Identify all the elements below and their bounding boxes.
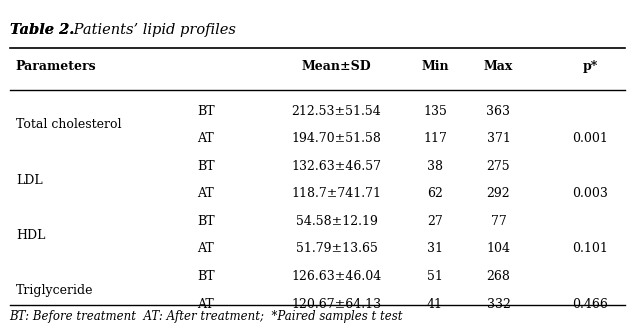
Text: 62: 62 <box>427 187 443 201</box>
Text: LDL: LDL <box>16 174 43 187</box>
Text: AT: AT <box>197 297 213 311</box>
Text: 292: 292 <box>486 187 511 201</box>
Text: BT: BT <box>197 160 215 173</box>
Text: AT: AT <box>197 187 213 201</box>
Text: 268: 268 <box>486 270 511 283</box>
Text: 0.003: 0.003 <box>573 187 608 201</box>
Text: Parameters: Parameters <box>16 60 97 73</box>
Text: 371: 371 <box>486 132 511 145</box>
Text: 132.63±46.57: 132.63±46.57 <box>291 160 382 173</box>
Text: HDL: HDL <box>16 229 45 242</box>
Text: 0.466: 0.466 <box>573 297 608 311</box>
Text: BT: Before treatment  AT: After treatment;  *Paired samples t test: BT: Before treatment AT: After treatment… <box>10 310 403 323</box>
Text: p*: p* <box>583 60 598 73</box>
Text: Table 2.: Table 2. <box>10 23 74 37</box>
Text: Min: Min <box>421 60 449 73</box>
Text: 41: 41 <box>427 297 443 311</box>
Text: Total cholesterol: Total cholesterol <box>16 119 121 131</box>
Text: Patients’ lipid profiles: Patients’ lipid profiles <box>69 23 236 37</box>
Text: 135: 135 <box>423 105 447 118</box>
Text: Table 2.: Table 2. <box>10 23 74 37</box>
Text: 54.58±12.19: 54.58±12.19 <box>296 215 377 228</box>
Text: 31: 31 <box>427 242 443 256</box>
Text: 363: 363 <box>486 105 511 118</box>
Text: 118.7±741.71: 118.7±741.71 <box>291 187 382 201</box>
Text: 120.67±64.13: 120.67±64.13 <box>291 297 382 311</box>
Text: 212.53±51.54: 212.53±51.54 <box>291 105 382 118</box>
Text: AT: AT <box>197 132 213 145</box>
Text: BT: BT <box>197 215 215 228</box>
Text: 194.70±51.58: 194.70±51.58 <box>291 132 382 145</box>
Text: Mean±SD: Mean±SD <box>302 60 371 73</box>
Text: Triglyceride: Triglyceride <box>16 284 93 297</box>
Text: 332: 332 <box>486 297 511 311</box>
Text: 38: 38 <box>427 160 443 173</box>
Text: BT: BT <box>197 105 215 118</box>
Text: 0.001: 0.001 <box>573 132 608 145</box>
Text: 77: 77 <box>491 215 506 228</box>
Text: Max: Max <box>484 60 513 73</box>
Text: 126.63±46.04: 126.63±46.04 <box>291 270 382 283</box>
Text: 104: 104 <box>486 242 511 256</box>
Text: 51: 51 <box>427 270 443 283</box>
Text: AT: AT <box>197 242 213 256</box>
Text: 51.79±13.65: 51.79±13.65 <box>296 242 377 256</box>
Text: 117: 117 <box>423 132 447 145</box>
Text: BT: BT <box>197 270 215 283</box>
Text: 0.101: 0.101 <box>573 242 608 256</box>
Text: 27: 27 <box>427 215 443 228</box>
Text: 275: 275 <box>486 160 511 173</box>
Text: Table 2.: Table 2. <box>0 331 1 332</box>
